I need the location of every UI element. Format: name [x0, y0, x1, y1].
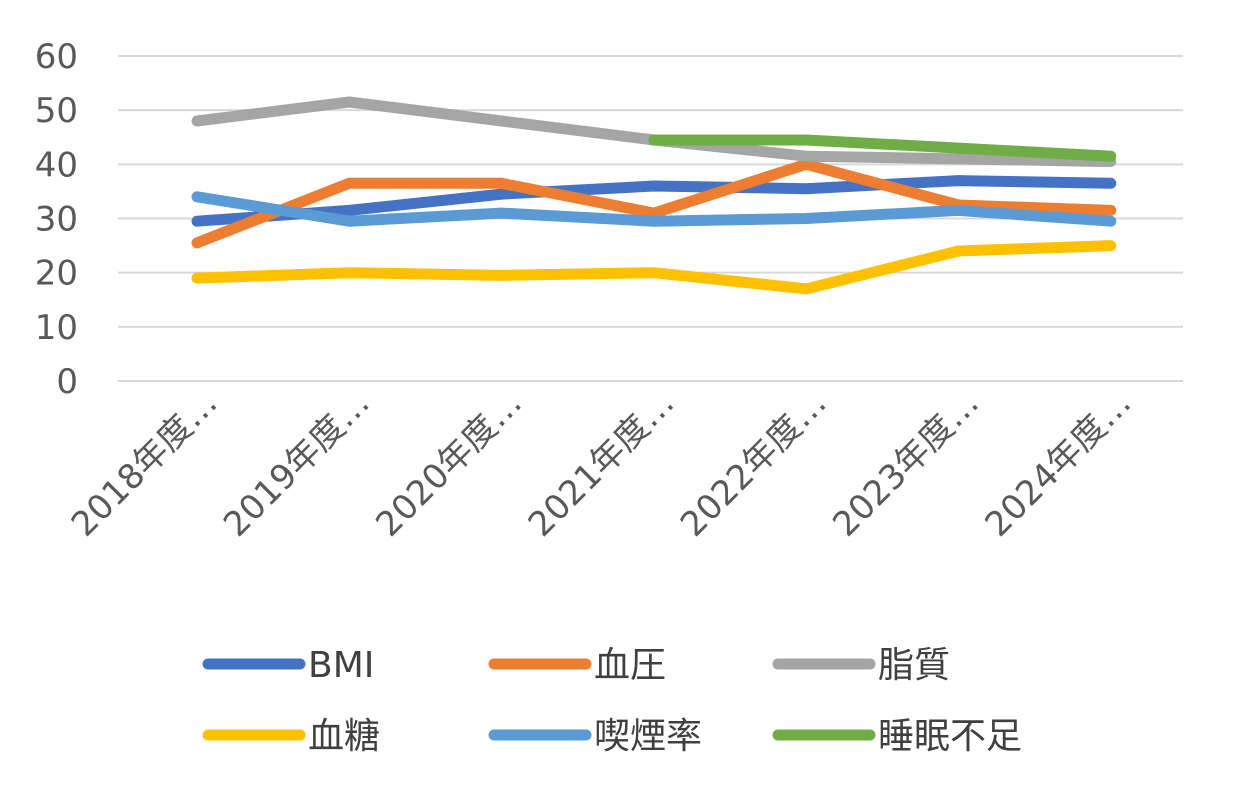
series-line-4	[191, 191, 1117, 227]
legend-label: BMI	[308, 645, 374, 686]
series-line-5	[648, 134, 1117, 162]
x-tick-label: 2023年度…	[825, 383, 987, 545]
y-axis-ticks: 0 10 20 30 40 50 60	[35, 37, 78, 402]
x-axis-ticks: 2018年度…2019年度…2020年度…2021年度…2022年度…2023年…	[64, 383, 1139, 545]
legend-label: 血糖	[308, 716, 380, 757]
series-lines	[191, 96, 1117, 295]
x-tick-label: 2024年度…	[978, 383, 1140, 545]
x-tick-label: 2022年度…	[673, 383, 835, 545]
y-tick-label: 60	[35, 37, 78, 77]
series-line-3	[191, 240, 1117, 295]
x-tick-label: 2021年度…	[521, 383, 683, 545]
legend-label: 血圧	[594, 645, 666, 686]
y-tick-label: 10	[35, 308, 78, 348]
series-line-0	[191, 175, 1117, 227]
y-tick-label: 50	[35, 91, 78, 131]
x-tick-label: 2018年度…	[64, 383, 226, 545]
y-tick-label: 20	[35, 254, 78, 294]
y-tick-label: 40	[35, 145, 78, 185]
x-tick-label: 2020年度…	[368, 383, 530, 545]
legend-label: 喫煙率	[594, 716, 702, 757]
legend-label: 脂質	[878, 645, 950, 686]
y-tick-label: 0	[56, 362, 78, 402]
x-tick-label: 2019年度…	[216, 383, 378, 545]
legend-label: 睡眠不足	[878, 716, 1022, 757]
y-tick-label: 30	[35, 200, 78, 240]
